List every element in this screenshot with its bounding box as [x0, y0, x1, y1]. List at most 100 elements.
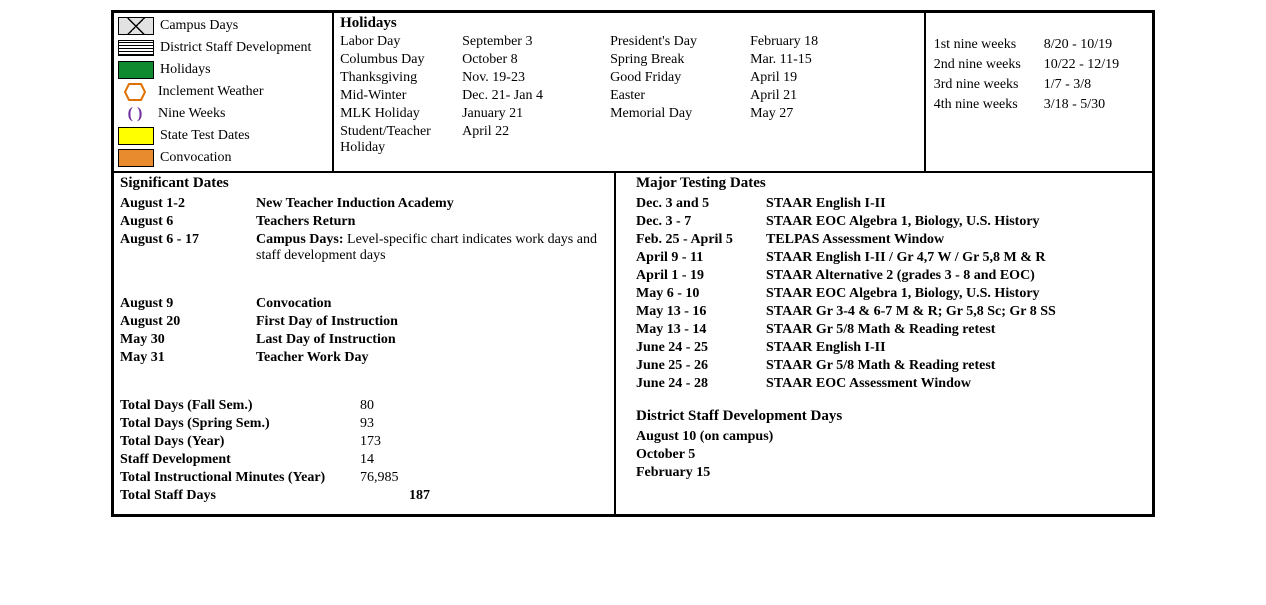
test-date: Dec. 3 and 5: [636, 196, 766, 212]
holidays-grid: Labor DaySeptember 3President's DayFebru…: [340, 34, 918, 156]
legend-item-campus: Campus Days: [114, 15, 332, 37]
total-row: Total Instructional Minutes (Year)76,985: [120, 470, 608, 486]
nine-weeks-label: 4th nine weeks: [934, 97, 1044, 113]
test-name: STAAR EOC Assessment Window: [766, 376, 1146, 392]
district-swatch-icon: [118, 40, 154, 56]
holiday-date: April 22: [462, 124, 610, 156]
holiday-date: January 21: [462, 106, 610, 122]
hexagon-icon: [118, 84, 152, 100]
test-date: June 24 - 28: [636, 376, 766, 392]
test-row: April 9 - 11STAAR English I-II / Gr 4,7 …: [636, 250, 1146, 266]
significant-title: Significant Dates: [120, 175, 608, 192]
test-row: Dec. 3 - 7STAAR EOC Algebra 1, Biology, …: [636, 214, 1146, 230]
holiday-name: President's Day: [610, 34, 750, 50]
sig-value: Teacher Work Day: [256, 350, 608, 366]
sig-value: Campus Days: Level-specific chart indica…: [256, 232, 608, 264]
nine-weeks-row: 2nd nine weeks10/22 - 12/19: [934, 57, 1146, 73]
holiday-date: May 27: [750, 106, 860, 122]
holiday-date: [750, 124, 860, 156]
holiday-name: [610, 124, 750, 156]
total-value: 14: [360, 452, 374, 468]
holiday-name: Columbus Day: [340, 52, 462, 68]
holiday-date: February 18: [750, 34, 860, 50]
total-value: 173: [360, 434, 381, 450]
sig-value: New Teacher Induction Academy: [256, 196, 608, 212]
holiday-name: MLK Holiday: [340, 106, 462, 122]
test-date: May 6 - 10: [636, 286, 766, 302]
test-name: STAAR EOC Algebra 1, Biology, U.S. Histo…: [766, 214, 1146, 230]
test-name: STAAR English I-II: [766, 340, 1146, 356]
test-date: April 9 - 11: [636, 250, 766, 266]
ddd-row: August 10 (on campus): [636, 429, 1146, 445]
legend-item-nineweeks: ( ) Nine Weeks: [114, 103, 332, 125]
significant-row: August 6 - 17 Campus Days: Level-specifi…: [120, 232, 608, 264]
holidays-column: Holidays Labor DaySeptember 3President's…: [334, 13, 926, 171]
test-row: June 24 - 25STAAR English I-II: [636, 340, 1146, 356]
test-row: May 13 - 14STAAR Gr 5/8 Math & Reading r…: [636, 322, 1146, 338]
total-value: 93: [360, 416, 374, 432]
legend-label: District Staff Development: [160, 40, 311, 56]
ddd-title: District Staff Development Days: [636, 408, 1146, 425]
parentheses-icon: ( ): [118, 106, 152, 122]
test-name: STAAR Gr 5/8 Math & Reading retest: [766, 322, 1146, 338]
holiday-date: Mar. 11-15: [750, 52, 860, 68]
holiday-date: Dec. 21- Jan 4: [462, 88, 610, 104]
holiday-date: April 21: [750, 88, 860, 104]
sig-date: August 6 - 17: [120, 232, 256, 248]
test-name: STAAR EOC Algebra 1, Biology, U.S. Histo…: [766, 286, 1146, 302]
total-row: Total Days (Fall Sem.)80: [120, 398, 608, 414]
holiday-date: September 3: [462, 34, 610, 50]
sig-date: August 6: [120, 214, 256, 230]
total-label: Total Days (Spring Sem.): [120, 416, 360, 432]
holiday-name: Good Friday: [610, 70, 750, 86]
holiday-date: April 19: [750, 70, 860, 86]
holiday-name: Easter: [610, 88, 750, 104]
nine-weeks-label: 3rd nine weeks: [934, 77, 1044, 93]
legend-item-state: State Test Dates: [114, 125, 332, 147]
legend-item-convocation: Convocation: [114, 147, 332, 169]
total-label: Staff Development: [120, 452, 360, 468]
significant-row: August 9Convocation: [120, 296, 608, 312]
legend-label: State Test Dates: [160, 128, 250, 144]
legend-label: Nine Weeks: [158, 106, 225, 122]
legend-label: Campus Days: [160, 18, 238, 34]
test-name: STAAR Gr 5/8 Math & Reading retest: [766, 358, 1146, 374]
total-label: Total Instructional Minutes (Year): [120, 470, 360, 486]
holiday-name: Spring Break: [610, 52, 750, 68]
total-value: 76,985: [360, 470, 399, 486]
nine-weeks-label: 2nd nine weeks: [934, 57, 1044, 73]
holiday-name: Memorial Day: [610, 106, 750, 122]
testing-title: Major Testing Dates: [636, 175, 1146, 192]
holiday-name: Mid-Winter: [340, 88, 462, 104]
calendar-legend-panel: Campus Days District Staff Development H…: [111, 10, 1155, 517]
legend-item-holidays: Holidays: [114, 59, 332, 81]
nine-weeks-row: 3rd nine weeks1/7 - 3/8: [934, 77, 1146, 93]
convocation-swatch-icon: [118, 149, 154, 167]
test-name: STAAR Alternative 2 (grades 3 - 8 and EO…: [766, 268, 1146, 284]
sig-date: August 20: [120, 314, 256, 330]
state-swatch-icon: [118, 127, 154, 145]
campus-swatch-icon: [118, 17, 154, 35]
nine-weeks-range: 3/18 - 5/30: [1044, 97, 1105, 113]
total-row: Total Days (Year)173: [120, 434, 608, 450]
sig-date: August 9: [120, 296, 256, 312]
sig-value: Last Day of Instruction: [256, 332, 608, 348]
total-label: Total Days (Year): [120, 434, 360, 450]
sig-date: August 1-2: [120, 196, 256, 212]
sig-value: First Day of Instruction: [256, 314, 608, 330]
test-date: June 24 - 25: [636, 340, 766, 356]
ddd-row: February 15: [636, 465, 1146, 481]
total-row: Total Days (Spring Sem.)93: [120, 416, 608, 432]
nine-weeks-column: 1st nine weeks8/20 - 10/192nd nine weeks…: [926, 13, 1152, 171]
test-date: May 13 - 14: [636, 322, 766, 338]
nine-weeks-range: 10/22 - 12/19: [1044, 57, 1119, 73]
nine-weeks-range: 1/7 - 3/8: [1044, 77, 1091, 93]
holiday-date: October 8: [462, 52, 610, 68]
holidays-title: Holidays: [340, 15, 918, 32]
significant-row: May 30Last Day of Instruction: [120, 332, 608, 348]
total-value: 80: [360, 398, 374, 414]
test-date: Feb. 25 - April 5: [636, 232, 766, 248]
legend-label: Inclement Weather: [158, 84, 264, 100]
sig-value: Convocation: [256, 296, 608, 312]
test-date: April 1 - 19: [636, 268, 766, 284]
